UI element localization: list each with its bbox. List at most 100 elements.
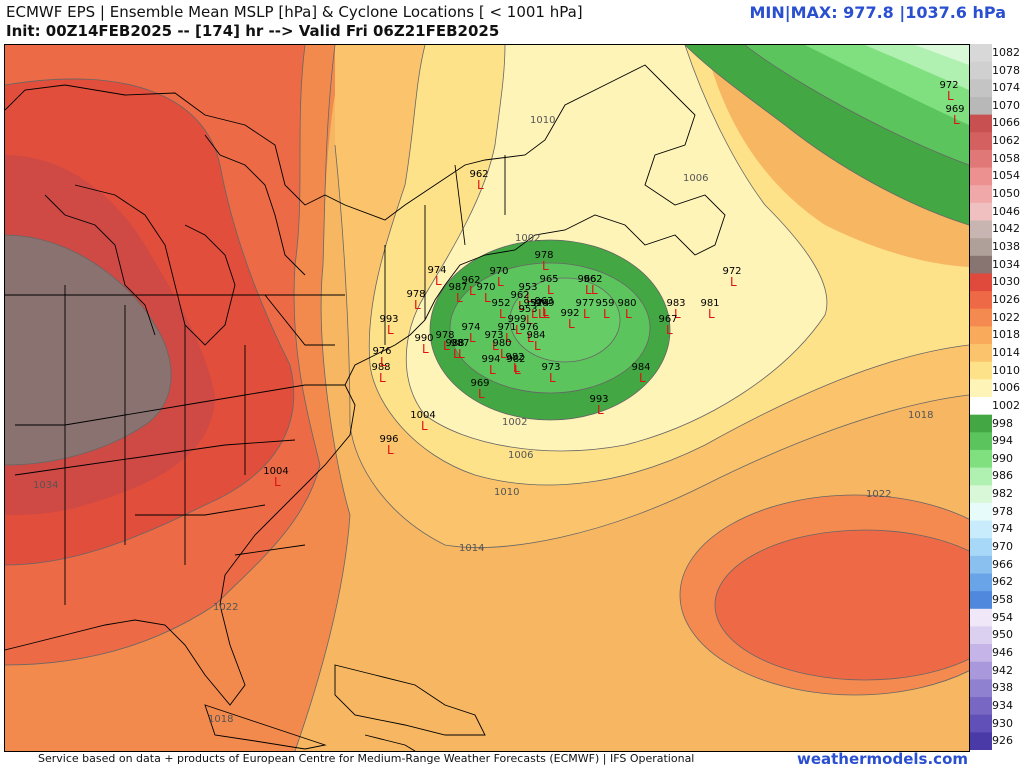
cyclone-pressure-label: 990 <box>414 333 433 344</box>
cyclone-pressure-label: 982 <box>506 354 525 365</box>
isobar-label: 1022 <box>866 489 891 500</box>
cyclone-pressure-label: 987 <box>450 338 469 349</box>
cyclone-pressure-label: 962 <box>461 275 480 286</box>
colorbar-level-label: 926 <box>992 734 1013 748</box>
cyclone-pressure-label: 1004 <box>410 410 435 421</box>
cyclone-pressure-label: 974 <box>530 298 549 309</box>
cyclone-l-symbol: L <box>414 298 421 312</box>
isobar-label: 1018 <box>208 714 233 725</box>
cyclone-l-symbol: L <box>478 387 485 401</box>
cyclone-l-symbol: L <box>543 307 550 321</box>
map-svg: 1010 1006 1002 1002 1006 1010 1014 1018 … <box>5 45 969 751</box>
cyclone-pressure-label: 992 <box>560 308 579 319</box>
colorbar-labels: 1082 1078 1074 1070 1066 1062 1058 1054 1050 1046… <box>992 44 1024 750</box>
colorbar-level-label: 934 <box>992 698 1013 712</box>
colorbar-swatch <box>970 114 992 133</box>
cyclone-l-symbol: L <box>515 323 522 337</box>
cyclone-l-symbol: L <box>947 89 954 103</box>
colorbar-swatch <box>970 661 992 680</box>
cyclone-pressure-label: 970 <box>489 266 508 277</box>
cyclone-pressure-label: 976 <box>372 346 391 357</box>
colorbar-swatch <box>970 697 992 716</box>
colorbar-swatch <box>970 432 992 451</box>
cyclone-pressure-label: 952 <box>491 298 510 309</box>
cyclone-pressure-label: 982 <box>505 352 524 363</box>
cyclone-l-symbol: L <box>458 347 465 361</box>
cyclone-l-symbol: L <box>379 371 386 385</box>
low-990 <box>510 278 620 362</box>
cyclone-pressure-label: 973 <box>484 330 503 341</box>
cyclone-pressure-label: 978 <box>435 330 454 341</box>
cyclone-pressure-label: 988 <box>371 362 390 373</box>
cyclone-l-symbol: L <box>387 323 394 337</box>
cyclone-pressure-label: 963 <box>534 296 553 307</box>
colorbar-swatch <box>970 220 992 239</box>
cyclone-pressure-label: 987 <box>448 282 467 293</box>
colorbar-level-label: 982 <box>992 487 1013 501</box>
cyclone-l-symbol: L <box>583 307 590 321</box>
colorbar-swatch <box>970 255 992 274</box>
cyclone-l-symbol: L <box>542 305 549 319</box>
colorbar-swatch <box>970 149 992 169</box>
cyclone-pressure-label: 993 <box>379 314 398 325</box>
colorbar-swatch <box>970 414 992 433</box>
colorbar-level-label: 966 <box>992 557 1013 571</box>
colorbar-level-label: 1058 <box>992 151 1020 165</box>
chart-title: ECMWF EPS | Ensemble Mean MSLP [hPa] & C… <box>6 3 583 21</box>
cyclone-l-symbol: L <box>453 347 460 361</box>
site-link[interactable]: weathermodels.com <box>796 750 968 768</box>
cyclone-pressure-label: 978 <box>406 289 425 300</box>
cyclone-l-symbol: L <box>526 313 533 327</box>
isobar-label: 1034 <box>33 480 58 491</box>
cyclone-l-symbol: L <box>547 283 554 297</box>
colorbar-level-label: 958 <box>992 593 1013 606</box>
cyclone-pressure-label: 1004 <box>263 466 288 477</box>
cyclone-l-symbol: L <box>591 283 598 297</box>
cyclone-pressure-label: 978 <box>534 250 553 261</box>
colorbar-swatch <box>970 591 992 610</box>
colorbar-level-label: 990 <box>992 451 1013 465</box>
min-max-readout: MIN|MAX: 977.8 |1037.6 hPa <box>749 3 1006 22</box>
cyclone-pressure-label: 996 <box>379 434 398 445</box>
cyclone-pressure-label: 971 <box>497 322 516 333</box>
cyclone-pressure-label: 988 <box>445 338 464 349</box>
cyclone-l-symbol: L <box>492 339 499 353</box>
colorbar-level-label: 1010 <box>992 363 1020 377</box>
colorbar-level-label: 1006 <box>992 381 1020 395</box>
colorbar-swatch <box>970 185 992 204</box>
cyclone-l-symbol: L <box>499 307 506 321</box>
isobar-label: 1006 <box>508 450 533 461</box>
cyclone-pressure-label: 973 <box>541 362 560 373</box>
cyclone-l-symbol: L <box>500 347 507 361</box>
cyclone-l-symbol: L <box>387 443 394 457</box>
cyclone-l-symbol: L <box>484 291 491 305</box>
isobar-label: 1022 <box>213 602 238 613</box>
colorbar-level-label: 1050 <box>992 187 1020 200</box>
cyclone-pressure-label: 970 <box>476 282 495 293</box>
isobar-label: 1010 <box>494 487 519 498</box>
cyclone-l-symbol: L <box>380 355 387 369</box>
cyclone-l-symbol: L <box>435 274 442 288</box>
colorbar-level-label: 942 <box>992 663 1013 677</box>
colorbar-swatch <box>970 79 992 98</box>
colorbar-swatch <box>970 679 992 698</box>
